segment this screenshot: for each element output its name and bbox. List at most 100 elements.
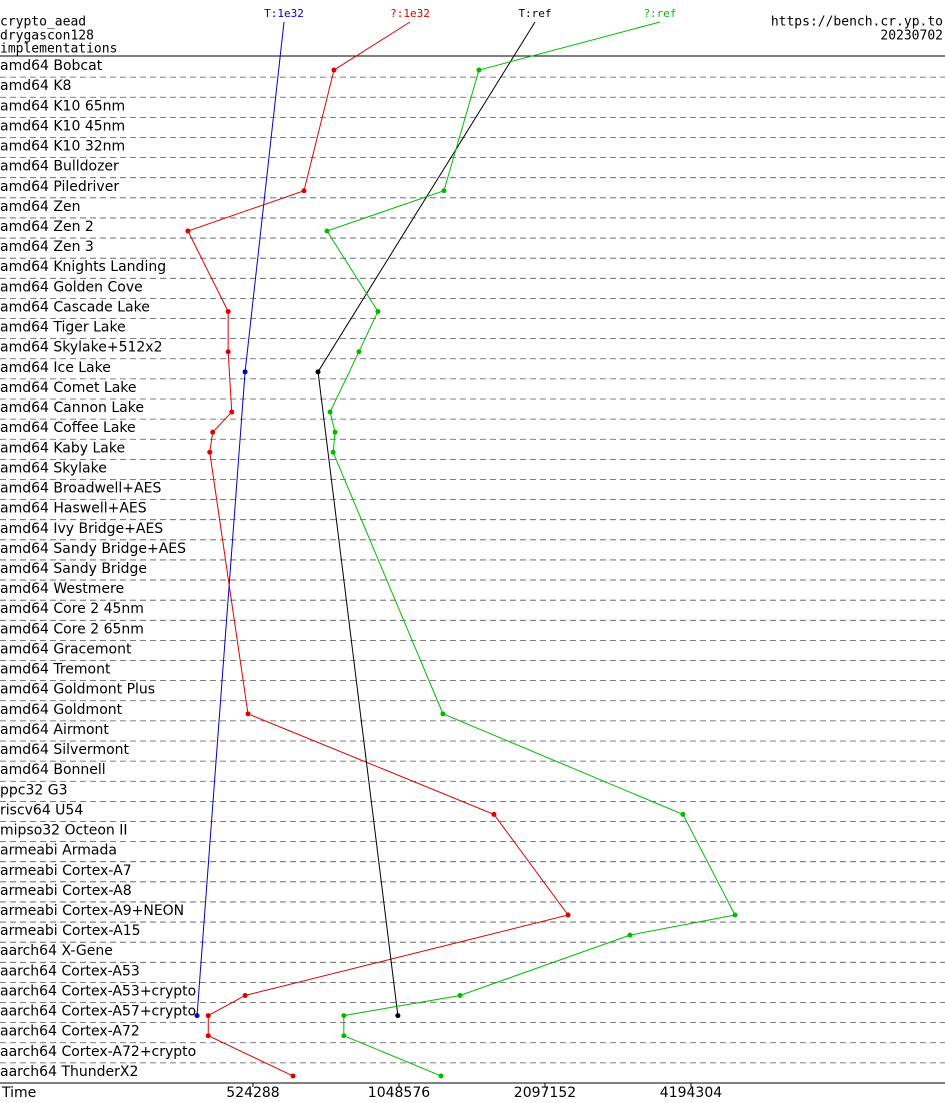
series-line (196, 371, 246, 1016)
data-point (225, 308, 231, 314)
data-point (331, 67, 337, 73)
data-point (341, 1013, 347, 1019)
row-label: amd64 Comet Lake (0, 380, 137, 396)
series-line (326, 69, 736, 1077)
data-point (395, 1013, 401, 1019)
data-point (476, 67, 482, 73)
data-point (356, 349, 362, 355)
legend-label: T:1e32 (264, 7, 304, 20)
data-point (341, 1033, 347, 1039)
row-label: aarch64 Cortex-A72 (0, 1024, 140, 1040)
row-label: armeabi Cortex-A15 (0, 923, 141, 939)
source: https://bench.cr.yp.to (771, 15, 943, 30)
row-label: amd64 Kaby Lake (0, 440, 125, 456)
row-label: mipso32 Octeon II (0, 823, 128, 839)
x-tick-label: 1048576 (368, 1085, 430, 1101)
row-label: amd64 K8 (0, 78, 71, 94)
row-label: aarch64 Cortex-A57+crypto (0, 1004, 196, 1020)
series-line (317, 371, 399, 1016)
legend-label: ?:1e32 (390, 7, 430, 20)
row-label: amd64 K10 45nm (0, 118, 125, 134)
x-axis-label: Time (1, 1085, 36, 1101)
row-label: amd64 Bonnell (0, 762, 106, 778)
data-point (457, 992, 463, 998)
data-point (330, 449, 336, 455)
data-point (315, 369, 321, 375)
legend-label: T:ref (518, 7, 551, 20)
row-label: amd64 Skylake+512x2 (0, 340, 162, 356)
data-point (207, 449, 213, 455)
data-point (438, 1073, 444, 1079)
row-label: amd64 Silvermont (0, 742, 130, 758)
row-label: amd64 Zen 3 (0, 239, 94, 255)
data-point (301, 188, 307, 194)
row-label: amd64 Skylake (0, 460, 107, 476)
data-point (332, 429, 338, 435)
row-label: amd64 Haswell+AES (0, 501, 147, 517)
data-point (440, 711, 446, 717)
data-point (290, 1073, 296, 1079)
data-point (225, 349, 231, 355)
legend-leader (244, 21, 285, 372)
data-point (627, 932, 633, 938)
data-point (324, 228, 330, 234)
row-label: aarch64 Cortex-A53+crypto (0, 983, 196, 999)
y-axis-label: implementations (0, 42, 117, 57)
x-tick-label: 524288 (226, 1085, 279, 1101)
row-label: armeabi Armada (0, 843, 117, 859)
chart-subtitle: drygascon128 (0, 29, 94, 44)
row-label: riscv64 U54 (0, 802, 83, 818)
row-label: amd64 Goldmont (0, 702, 123, 718)
row-label: amd64 Knights Landing (0, 259, 166, 275)
row-label: armeabi Cortex-A8 (0, 883, 132, 899)
data-point (205, 1033, 211, 1039)
row-label: amd64 Bobcat (0, 58, 103, 74)
data-point (732, 912, 738, 918)
row-label: amd64 Tiger Lake (0, 320, 126, 336)
row-label: aarch64 X-Gene (0, 943, 113, 959)
row-label: amd64 Ivy Bridge+AES (0, 521, 163, 537)
row-label: amd64 Westmere (0, 581, 124, 597)
row-label: amd64 Cascade Lake (0, 299, 150, 315)
row-label: amd64 Core 2 45nm (0, 601, 144, 617)
row-label: amd64 Piledriver (0, 179, 119, 195)
row-label: amd64 Coffee Lake (0, 420, 136, 436)
data-point (210, 429, 216, 435)
row-label: amd64 Sandy Bridge (0, 561, 147, 577)
row-label: amd64 Tremont (0, 662, 111, 678)
data-point (680, 811, 686, 817)
row-label: amd64 K10 65nm (0, 98, 125, 114)
x-tick-label: 4194304 (660, 1085, 722, 1101)
data-point (441, 188, 447, 194)
data-point (565, 912, 571, 918)
row-label: amd64 Zen (0, 199, 80, 215)
row-label: amd64 Sandy Bridge+AES (0, 541, 186, 557)
row-label: amd64 Bulldozer (0, 159, 119, 175)
data-point (375, 308, 381, 314)
data-point (245, 711, 251, 717)
x-tick-label: 2097152 (514, 1085, 576, 1101)
legend-leader (478, 21, 661, 71)
data-point (327, 409, 333, 415)
row-label: ppc32 G3 (0, 782, 68, 798)
legend-label: ?:ref (643, 7, 676, 20)
data-point (242, 992, 248, 998)
data-point (491, 811, 497, 817)
row-label: amd64 Core 2 65nm (0, 621, 144, 637)
row-label: amd64 Zen 2 (0, 219, 94, 235)
row-label: amd64 Broadwell+AES (0, 481, 161, 497)
row-label: aarch64 Cortex-A53 (0, 963, 140, 979)
data-point (242, 369, 248, 375)
data-point (205, 1013, 211, 1019)
legend-leader (333, 21, 411, 71)
row-label: amd64 Goldmont Plus (0, 682, 155, 698)
date: 20230702 (880, 29, 943, 44)
row-label: amd64 Ice Lake (0, 360, 111, 376)
row-label: amd64 Golden Cove (0, 279, 143, 295)
data-point (229, 409, 235, 415)
row-label: amd64 Gracemont (0, 641, 132, 657)
data-point (194, 1013, 200, 1019)
row-label: amd64 Cannon Lake (0, 400, 144, 416)
